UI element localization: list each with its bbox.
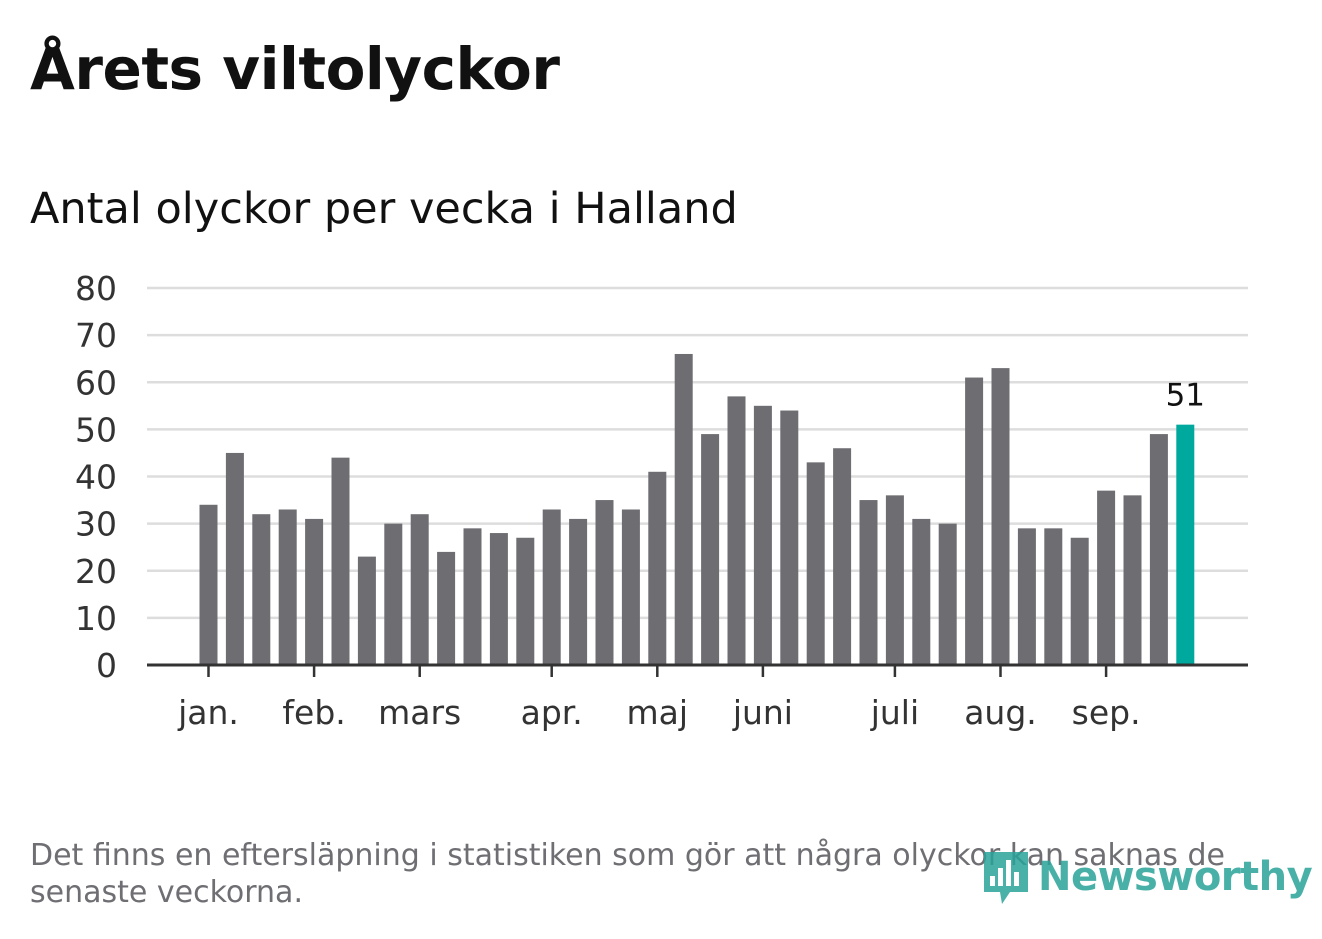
bar <box>516 537 535 665</box>
y-tick-label: 60 <box>75 363 117 402</box>
bar <box>463 528 482 665</box>
bar <box>991 368 1010 665</box>
bar <box>1017 528 1036 665</box>
bar <box>1123 495 1142 665</box>
bar <box>595 500 614 665</box>
x-tick-label: apr. <box>521 693 583 732</box>
bar <box>859 500 878 665</box>
x-tick-label: juli <box>870 693 919 732</box>
y-tick-label: 10 <box>75 599 117 638</box>
x-tick-label: maj <box>627 693 689 732</box>
bar-chart: 0 10 20 30 40 50 60 70 80 51 jan. feb. mars apr. maj ju… <box>75 269 1248 732</box>
bar <box>278 509 297 665</box>
x-tick-label: sep. <box>1072 693 1141 732</box>
y-tick-label: 30 <box>75 505 117 544</box>
bar <box>437 551 456 665</box>
chart-subtitle: Antal olyckor per vecka i Halland <box>30 184 738 234</box>
bar <box>357 556 376 665</box>
bar <box>331 457 350 665</box>
bar <box>1097 490 1116 665</box>
y-tick-label: 70 <box>75 316 117 355</box>
bar <box>701 434 720 665</box>
bar <box>1149 434 1168 665</box>
bar <box>410 514 429 665</box>
x-tick-label: jan. <box>177 693 239 732</box>
x-tick-label: feb. <box>282 693 345 732</box>
bar <box>384 523 403 665</box>
x-tick-label: aug. <box>964 693 1037 732</box>
bar <box>753 405 772 665</box>
bar <box>305 518 324 665</box>
bar <box>912 518 931 665</box>
bar <box>569 518 588 665</box>
newsworthy-bar-chart-logo-icon <box>984 852 1028 904</box>
bar <box>885 495 904 665</box>
y-tick-label: 40 <box>75 458 117 497</box>
y-tick-label: 80 <box>75 269 117 308</box>
x-tick-label: juni <box>732 693 793 732</box>
bar <box>674 353 693 665</box>
bar <box>225 452 244 665</box>
bar <box>965 377 984 665</box>
y-tick-label: 0 <box>96 646 117 685</box>
bar <box>727 396 746 665</box>
x-tick-label: mars <box>378 693 461 732</box>
bar <box>1044 528 1063 665</box>
bar <box>648 471 667 665</box>
bar <box>199 504 218 665</box>
brand-name: Newsworthy <box>1038 854 1313 900</box>
bar <box>621 509 640 665</box>
y-tick-label: 20 <box>75 552 117 591</box>
bar <box>252 514 271 665</box>
bar <box>1070 537 1089 665</box>
bar-highlight <box>1176 424 1195 665</box>
bar <box>806 462 825 665</box>
bar <box>489 533 508 665</box>
chart-title: Årets viltolyckor <box>30 35 560 103</box>
bar <box>542 509 561 665</box>
bar <box>833 448 852 665</box>
newsworthy-logo: Newsworthy <box>980 846 1313 908</box>
y-tick-label: 50 <box>75 410 117 449</box>
data-label: 51 <box>1166 378 1205 414</box>
bar <box>938 523 957 665</box>
bar <box>780 410 799 665</box>
